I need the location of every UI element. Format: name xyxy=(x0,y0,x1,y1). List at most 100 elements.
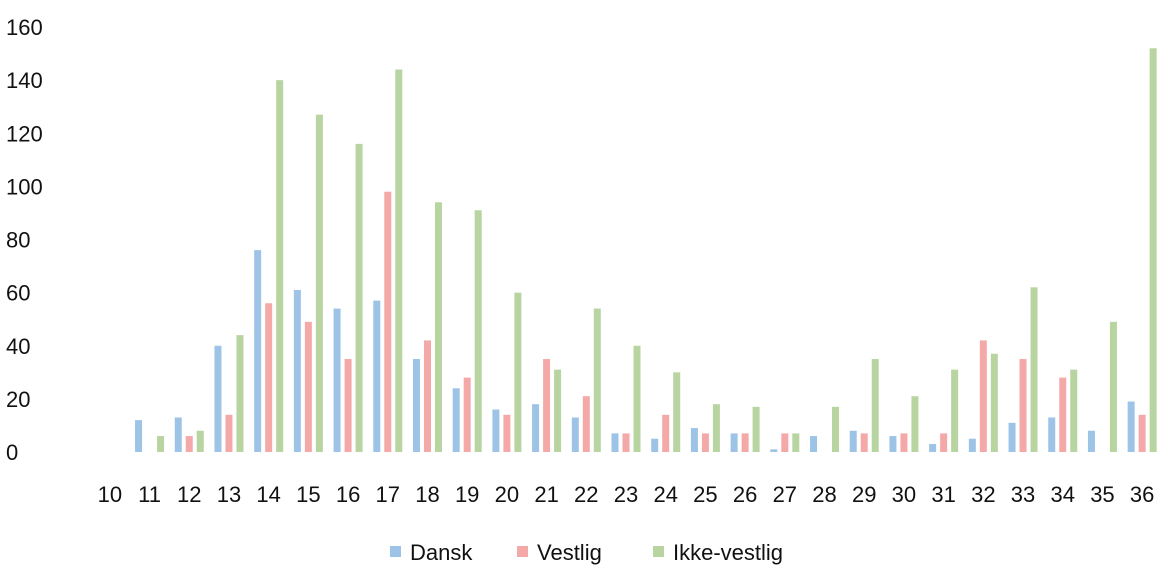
bar-ikke-vestlig-32 xyxy=(990,353,998,452)
bar-dansk-35 xyxy=(1087,430,1095,452)
bar-dansk-15 xyxy=(293,289,301,452)
bar-ikke-vestlig-18 xyxy=(434,202,442,452)
bar-ikke-vestlig-33 xyxy=(1030,287,1038,452)
bar-vestlig-33 xyxy=(1019,359,1027,452)
bar-vestlig-26 xyxy=(741,433,749,452)
x-tick-label: 26 xyxy=(733,482,757,507)
x-tick-label: 23 xyxy=(614,482,638,507)
bar-vestlig-34 xyxy=(1059,377,1067,453)
x-tick-label: 36 xyxy=(1130,482,1154,507)
bar-ikke-vestlig-26 xyxy=(752,406,760,452)
x-tick-label: 32 xyxy=(971,482,995,507)
y-tick-label: 160 xyxy=(6,15,43,40)
bar-vestlig-25 xyxy=(701,433,709,452)
y-tick-label: 20 xyxy=(6,387,30,412)
bar-dansk-29 xyxy=(849,430,857,452)
bar-dansk-23 xyxy=(611,433,619,452)
bar-dansk-21 xyxy=(532,404,540,452)
legend-swatch-dansk xyxy=(390,546,401,557)
x-tick-label: 10 xyxy=(98,482,122,507)
x-tick-label: 31 xyxy=(931,482,955,507)
x-tick-label: 20 xyxy=(495,482,519,507)
legend-label-vestlig: Vestlig xyxy=(537,540,602,565)
bar-ikke-vestlig-30 xyxy=(911,396,919,452)
x-tick-label: 30 xyxy=(892,482,916,507)
x-tick-label: 11 xyxy=(138,482,161,507)
bar-vestlig-29 xyxy=(860,433,868,452)
bar-vestlig-21 xyxy=(543,359,551,452)
bar-dansk-31 xyxy=(929,444,937,452)
bar-vestlig-23 xyxy=(622,433,630,452)
bar-dansk-26 xyxy=(730,433,738,452)
x-tick-label: 14 xyxy=(256,482,280,507)
bar-vestlig-18 xyxy=(423,340,431,452)
bar-vestlig-27 xyxy=(781,433,789,452)
bar-vestlig-30 xyxy=(900,433,908,452)
bar-dansk-24 xyxy=(651,438,659,452)
x-tick-label: 18 xyxy=(415,482,439,507)
bar-dansk-34 xyxy=(1048,417,1056,452)
legend-label-ikke-vestlig: Ikke-vestlig xyxy=(673,540,783,565)
bar-ikke-vestlig-27 xyxy=(792,433,800,452)
bar-vestlig-24 xyxy=(662,414,670,452)
x-tick-label: 25 xyxy=(693,482,717,507)
legend-swatch-vestlig xyxy=(517,546,528,557)
bar-vestlig-20 xyxy=(503,414,511,452)
bar-dansk-14 xyxy=(254,250,262,453)
bar-ikke-vestlig-25 xyxy=(712,404,720,452)
x-tick-label: 35 xyxy=(1090,482,1114,507)
bar-ikke-vestlig-36 xyxy=(1149,48,1157,452)
x-tick-label: 34 xyxy=(1050,482,1074,507)
bar-dansk-27 xyxy=(770,449,778,452)
bar-ikke-vestlig-29 xyxy=(871,359,879,452)
y-axis: 0 20 40 60 80 100 120 140 160 xyxy=(6,15,43,465)
legend-swatch-ikke-vestlig xyxy=(653,546,664,557)
bar-dansk-33 xyxy=(1008,422,1016,452)
y-tick-label: 100 xyxy=(6,174,43,199)
bar-ikke-vestlig-21 xyxy=(554,369,562,452)
bar-dansk-22 xyxy=(571,417,579,452)
bar-ikke-vestlig-23 xyxy=(633,345,641,452)
bar-dansk-28 xyxy=(810,436,818,452)
bar-ikke-vestlig-35 xyxy=(1109,321,1117,452)
x-tick-label: 16 xyxy=(336,482,360,507)
x-tick-label: 33 xyxy=(1011,482,1035,507)
x-tick-label: 21 xyxy=(534,482,558,507)
y-tick-label: 140 xyxy=(6,68,43,93)
x-axis: 10 11 12 13 14 15 16 17 18 19 20 21 22 23 24 25 26 27 28 29… xyxy=(98,482,1155,507)
y-tick-label: 0 xyxy=(6,440,18,465)
legend: Dansk Vestlig Ikke-vestlig xyxy=(390,540,783,565)
x-tick-label: 27 xyxy=(773,482,797,507)
x-tick-label: 22 xyxy=(574,482,598,507)
bar-ikke-vestlig-12 xyxy=(196,430,204,452)
bar-vestlig-22 xyxy=(582,396,590,452)
y-tick-label: 120 xyxy=(6,121,43,146)
bar-dansk-18 xyxy=(412,359,420,452)
bar-ikke-vestlig-34 xyxy=(1070,369,1078,452)
bar-ikke-vestlig-11 xyxy=(157,436,165,452)
bar-ikke-vestlig-16 xyxy=(355,143,363,453)
bar-dansk-16 xyxy=(333,308,341,452)
bar-vestlig-12 xyxy=(185,436,193,452)
bar-ikke-vestlig-24 xyxy=(673,372,681,452)
x-tick-label: 19 xyxy=(455,482,479,507)
x-tick-label: 24 xyxy=(653,482,677,507)
x-tick-label: 17 xyxy=(376,482,400,507)
bar-dansk-13 xyxy=(214,345,222,452)
x-tick-label: 12 xyxy=(177,482,201,507)
bar-dansk-12 xyxy=(174,417,182,452)
bar-ikke-vestlig-15 xyxy=(315,114,323,452)
bar-ikke-vestlig-20 xyxy=(514,292,522,453)
bar-ikke-vestlig-31 xyxy=(951,369,959,452)
y-tick-label: 60 xyxy=(6,281,30,306)
bar-ikke-vestlig-13 xyxy=(236,335,244,453)
bar-ikke-vestlig-17 xyxy=(395,69,403,452)
bar-dansk-30 xyxy=(889,436,897,452)
bar-dansk-25 xyxy=(690,428,698,452)
bar-vestlig-31 xyxy=(940,433,948,452)
y-tick-label: 80 xyxy=(6,228,30,253)
bar-ikke-vestlig-28 xyxy=(832,406,840,452)
bar-vestlig-32 xyxy=(979,340,987,452)
